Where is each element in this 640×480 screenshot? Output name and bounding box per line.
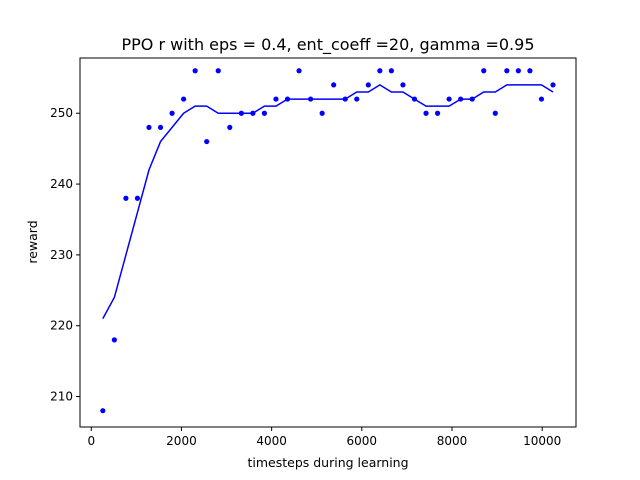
data-point-30 <box>446 96 452 102</box>
x-tick-label: 8000 <box>437 434 468 448</box>
data-point-2 <box>123 195 129 201</box>
data-point-8 <box>192 68 198 74</box>
data-point-14 <box>261 110 268 116</box>
data-point-31 <box>458 96 464 102</box>
data-point-15 <box>273 96 279 102</box>
data-point-6 <box>169 110 175 116</box>
data-point-32 <box>469 96 475 102</box>
y-axis: 210 220 230 240 250 <box>50 106 80 404</box>
x-tick-label: 10000 <box>523 434 561 448</box>
data-point-11 <box>227 124 233 131</box>
data-point-3 <box>134 195 141 201</box>
data-point-29 <box>434 110 441 116</box>
y-tick-label: 250 <box>50 106 73 120</box>
x-tick-label: 6000 <box>347 434 378 448</box>
data-point-20 <box>331 82 337 88</box>
data-point-39 <box>550 82 556 88</box>
y-tick-label: 230 <box>50 248 73 262</box>
data-point-5 <box>157 124 164 131</box>
data-point-26 <box>400 82 406 88</box>
data-point-36 <box>515 68 521 74</box>
data-point-16 <box>284 96 291 102</box>
y-axis-label: reward <box>25 220 40 263</box>
x-tick-label: 4000 <box>256 434 287 448</box>
data-point-0 <box>100 408 106 414</box>
reward-trend-line <box>102 84 554 319</box>
y-tick-label: 240 <box>50 177 73 191</box>
x-axis-label: timesteps during learning <box>247 455 408 470</box>
x-axis: 0 2000 4000 6000 8000 10000 <box>87 427 561 448</box>
data-point-24 <box>377 68 383 74</box>
data-point-34 <box>492 110 498 116</box>
x-tick-label: 0 <box>87 434 95 448</box>
data-point-12 <box>238 110 244 116</box>
axes-frame <box>79 57 577 428</box>
data-point-9 <box>204 138 210 145</box>
data-point-28 <box>423 110 429 116</box>
x-tick-label: 2000 <box>166 434 197 448</box>
data-point-37 <box>527 68 533 74</box>
data-point-17 <box>296 68 302 74</box>
y-tick-label: 220 <box>50 319 73 333</box>
data-point-18 <box>307 96 314 102</box>
data-point-25 <box>388 68 394 74</box>
data-point-38 <box>538 96 545 102</box>
data-point-19 <box>319 110 325 116</box>
data-point-13 <box>250 110 256 116</box>
data-point-21 <box>342 96 348 102</box>
data-point-4 <box>146 124 152 131</box>
y-tick-label: 210 <box>50 390 73 404</box>
data-point-33 <box>481 68 487 74</box>
data-point-10 <box>215 68 221 74</box>
data-point-22 <box>354 96 360 102</box>
data-point-1 <box>111 337 117 343</box>
data-point-27 <box>411 96 418 102</box>
data-point-35 <box>504 68 510 74</box>
data-point-7 <box>181 96 187 102</box>
chart-title: PPO r with eps = 0.4, ent_coeff =20, gam… <box>122 35 535 55</box>
plot-area <box>100 68 556 414</box>
data-point-23 <box>365 82 371 88</box>
